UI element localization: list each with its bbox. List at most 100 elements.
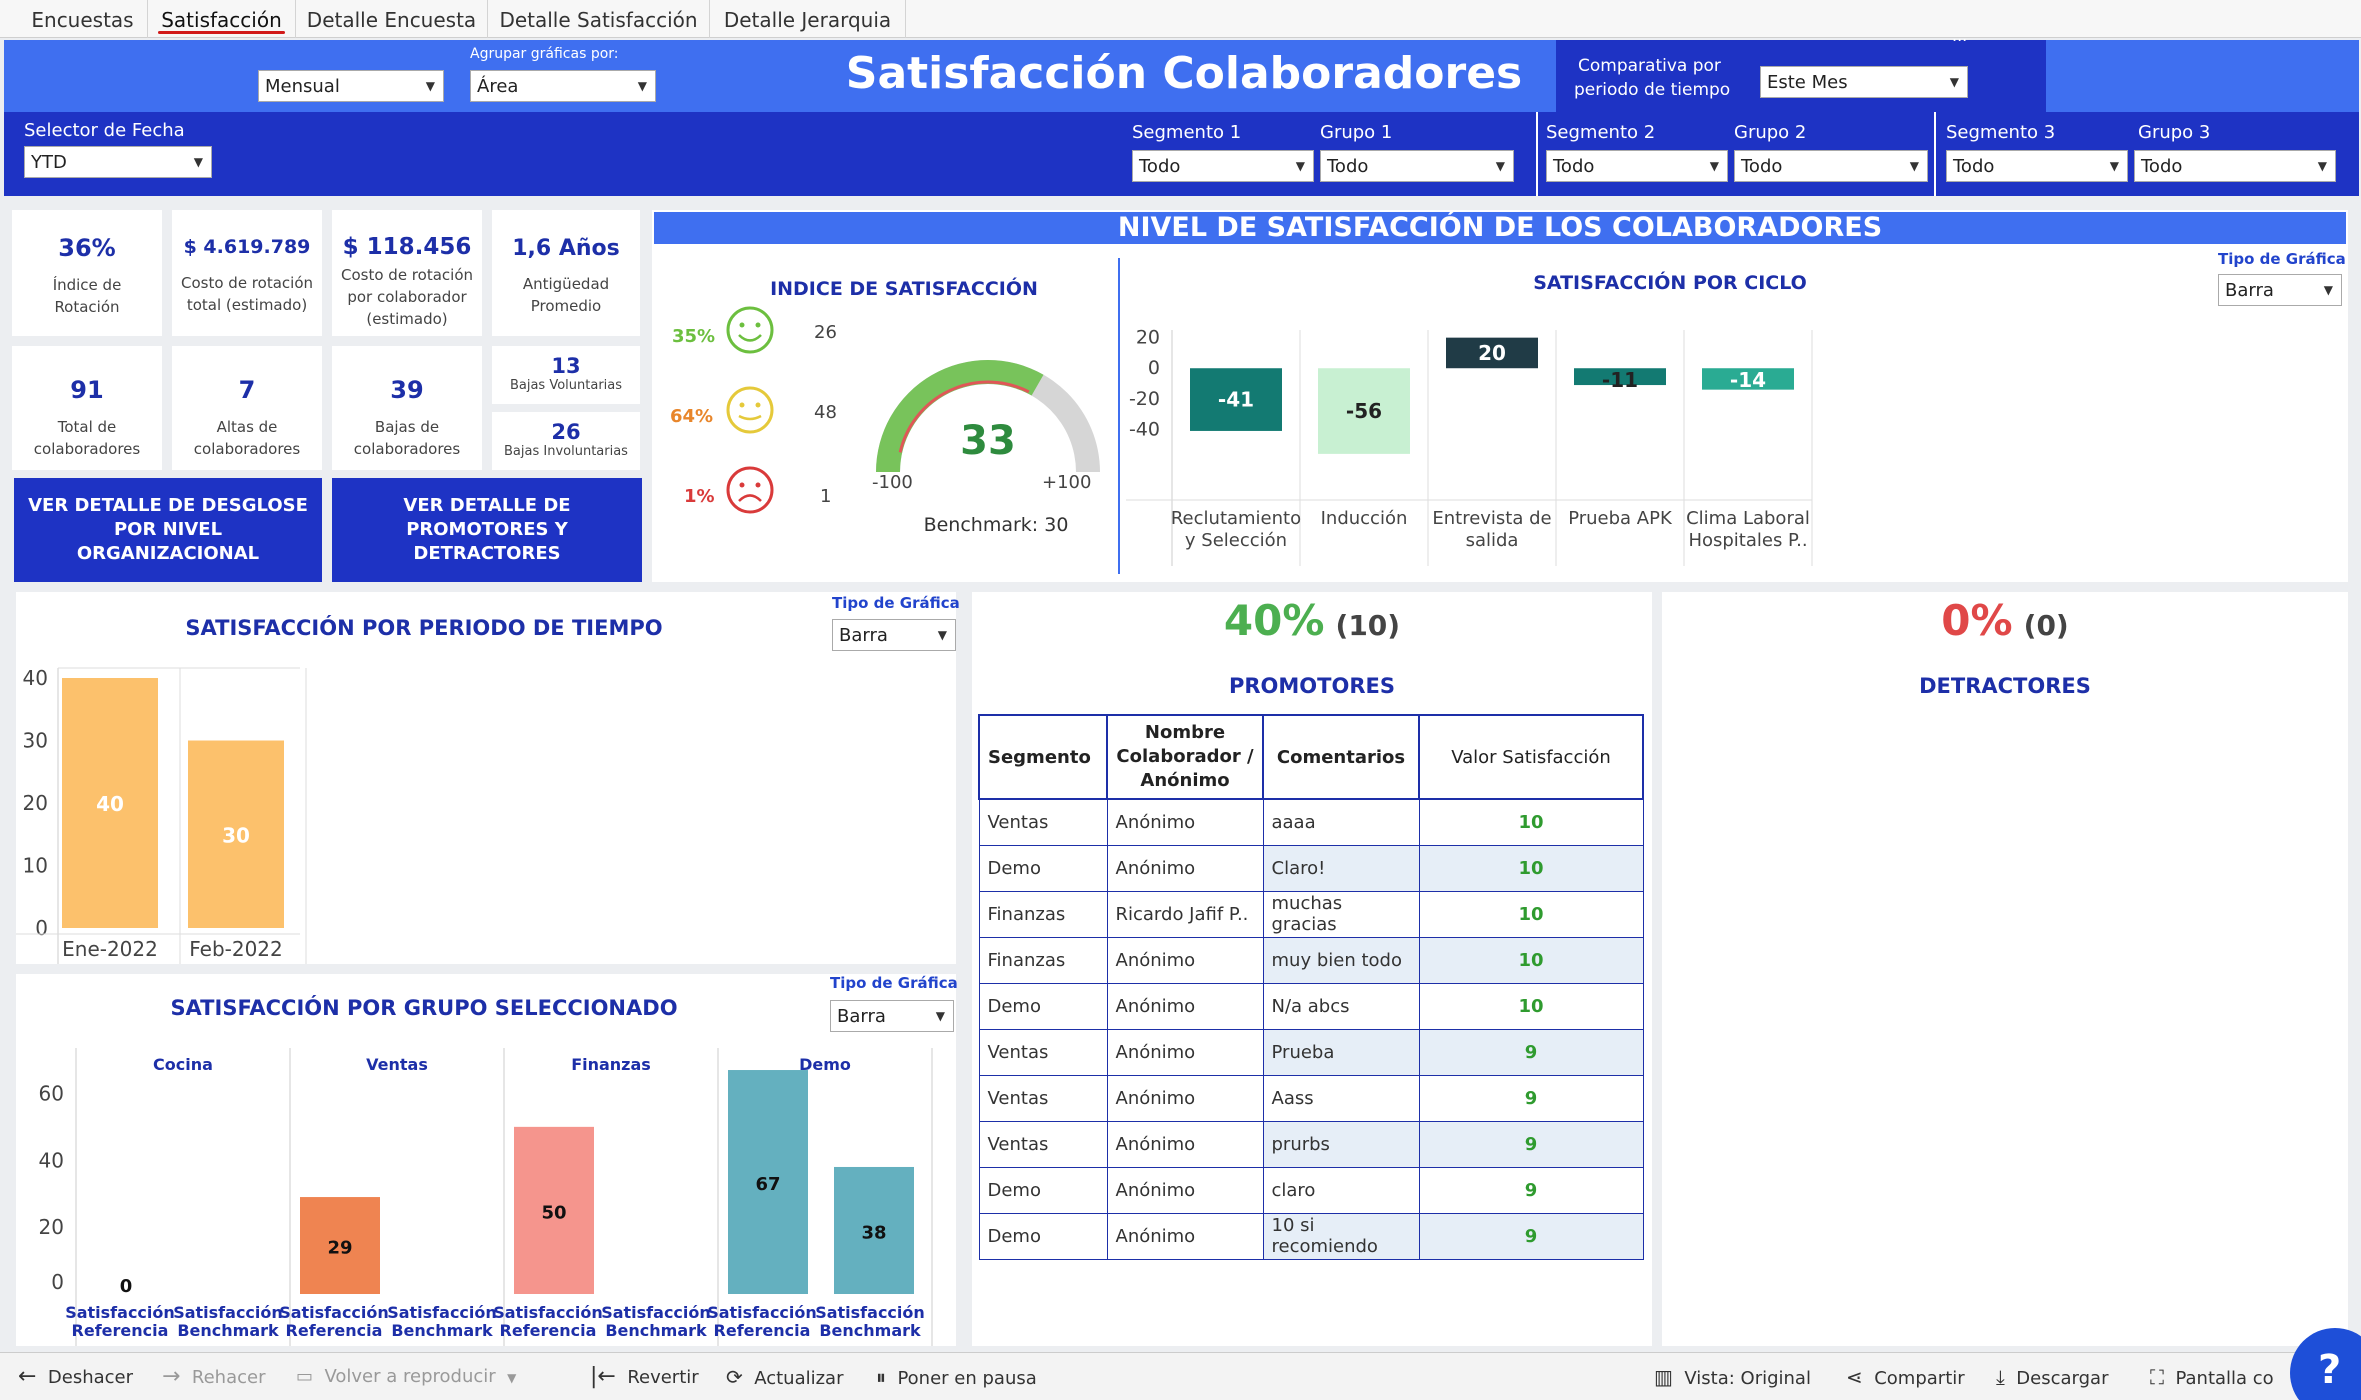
cell-valor: 9 (1418, 1074, 1644, 1122)
group3-select[interactable]: Todo ▼ (2134, 150, 2336, 182)
bar (1190, 368, 1282, 431)
gauge-fill (876, 360, 1044, 472)
pct-sad: 1% (684, 486, 715, 507)
y-tick-label: 40 (39, 1148, 64, 1172)
grupo-tipo-select[interactable]: Barra ▼ (830, 1000, 954, 1032)
segment3-label: Segmento 3 (1946, 122, 2056, 143)
grupo-tipo-label: Tipo de Gráfica (830, 974, 958, 992)
x-tick-label: Benchmark (819, 1321, 921, 1340)
segment3-select[interactable]: Todo ▼ (1946, 150, 2128, 182)
ver-desglose-button[interactable]: VER DETALLE DE DESGLOSE POR NIVEL ORGANIZA… (14, 478, 322, 582)
divider (1536, 112, 1538, 196)
chevron-down-icon: ▼ (935, 1009, 945, 1023)
periodicity-select[interactable]: Mensual ▼ (258, 70, 444, 102)
kpi-value: $ 4.619.789 (183, 236, 311, 258)
col-segmento: Segmento (978, 714, 1108, 800)
tab-bar: Encuestas Satisfacción Detalle Encuesta … (0, 0, 2361, 38)
cell-nombre: Ricardo Jafif P.. (1106, 890, 1264, 938)
button-label: DETRACTORES (413, 543, 561, 564)
kpi-label: Índice de (52, 276, 122, 294)
bar (188, 740, 284, 928)
tab-detalle-jerarquia[interactable]: Detalle Jerarquia (710, 0, 906, 38)
group2-select[interactable]: Todo ▼ (1734, 150, 1928, 182)
actualizar-button[interactable]: ⟳ Actualizar (726, 1353, 844, 1400)
cell-segmento: Demo (978, 844, 1108, 892)
segment1-select[interactable]: Todo ▼ (1132, 150, 1314, 182)
tab-detalle-satisfaccion[interactable]: Detalle Satisfacción (488, 0, 710, 38)
promotores-title: PROMOTORES (1229, 674, 1395, 698)
group-by-label: Agrupar gráficas por: (470, 46, 619, 62)
y-tick-label: 10 (23, 854, 48, 878)
grupo-tipo-value: Barra (837, 1006, 886, 1027)
chevron-down-icon: ▼ (507, 1371, 517, 1385)
bar (1702, 368, 1794, 390)
group-by-select[interactable]: Área ▼ (470, 70, 656, 102)
ciclo-tipo-select[interactable]: Barra ▼ (2218, 274, 2342, 306)
revertir-button[interactable]: |← Revertir (590, 1353, 699, 1400)
count-neutral: 48 (814, 402, 837, 423)
cell-valor: 10 (1418, 936, 1644, 984)
satisfaction-faces (726, 306, 774, 514)
x-tick-label: Entrevista de (1432, 508, 1551, 529)
compartir-label: Compartir (1874, 1368, 1965, 1389)
compare-select[interactable]: Este Mes ▼ (1760, 66, 1968, 98)
cell-valor: 9 (1418, 1028, 1644, 1076)
vista-button[interactable]: ▥ Vista: Original (1654, 1353, 1811, 1400)
tab-detalle-encuesta[interactable]: Detalle Encuesta (296, 0, 488, 38)
chevron-down-icon: ▼ (193, 155, 203, 169)
ver-promotores-button[interactable]: VER DETALLE DE PROMOTORES Y DETRACTORES (332, 478, 642, 582)
button-label: VER DETALLE DE (403, 495, 571, 516)
gauge-value: 33 (960, 418, 1016, 464)
pausa-label: Poner en pausa (897, 1368, 1037, 1389)
pause-icon: ⏸ (876, 1365, 886, 1389)
pausa-button[interactable]: ⏸ Poner en pausa (876, 1353, 1037, 1400)
bar (834, 1166, 914, 1294)
kpi-label: Total de (57, 418, 117, 436)
kpi-costo-total: $ 4.619.789 Costo de rotación total (est… (172, 210, 322, 336)
share-icon: ⋖ (1846, 1365, 1863, 1389)
cell-segmento: Ventas (978, 1120, 1108, 1168)
pantalla-button[interactable]: ⛶ Pantalla co (2150, 1353, 2274, 1400)
kpi-label: Altas de (216, 418, 278, 436)
cell-valor: 9 (1418, 1120, 1644, 1168)
kpi-total-colaboradores: 91 Total de colaboradores (12, 346, 162, 470)
vista-label: Vista: Original (1684, 1368, 1811, 1389)
date-select[interactable]: YTD ▼ (24, 146, 212, 178)
bar (62, 678, 158, 928)
descargar-button[interactable]: ⤓ Descargar (1996, 1353, 2108, 1400)
kpi-value: 7 (238, 376, 256, 404)
group1-select[interactable]: Todo ▼ (1320, 150, 1514, 182)
more-options[interactable]: ... (1952, 26, 1968, 45)
rehacer-button[interactable]: → Rehacer (162, 1353, 265, 1400)
deshacer-button[interactable]: ← Deshacer (18, 1353, 133, 1400)
bar-value-label: 30 (222, 823, 250, 847)
cell-comentario: Claro! (1262, 844, 1420, 892)
kpi-label: colaboradores (33, 440, 141, 458)
periodo-tipo-select[interactable]: Barra ▼ (832, 619, 956, 651)
revertir-label: Revertir (627, 1367, 699, 1388)
segment2-select[interactable]: Todo ▼ (1546, 150, 1728, 182)
x-tick-label: Satisfacción (173, 1303, 283, 1322)
kpi-label: colaboradores (353, 440, 461, 458)
page-title: Satisfacción Colaboradores (845, 48, 1523, 99)
tab-satisfaccion[interactable]: Satisfacción (148, 0, 296, 38)
cell-segmento: Finanzas (978, 936, 1108, 984)
compare-value: Este Mes (1767, 72, 1848, 93)
pantalla-label: Pantalla co (2175, 1368, 2274, 1389)
descargar-label: Descargar (2016, 1368, 2109, 1389)
kpi-altas: 7 Altas de colaboradores (172, 346, 322, 470)
neutral-face-icon (726, 386, 774, 434)
gauge-benchmark-arc (898, 380, 1030, 453)
cell-valor: 10 (1418, 982, 1644, 1030)
kpi-value: 26 (551, 420, 581, 444)
group-header-label: Cocina (153, 1055, 213, 1074)
fullscreen-icon: ⛶ (2150, 1365, 2164, 1389)
tab-encuestas[interactable]: Encuestas (18, 0, 148, 38)
reproducir-button[interactable]: ▭ Volver a reproducir ▼ (296, 1353, 516, 1400)
cell-nombre: Anónimo (1106, 1166, 1264, 1214)
promotores-header: 40% (10) (972, 596, 1652, 645)
compartir-button[interactable]: ⋖ Compartir (1846, 1353, 1965, 1400)
table-row: Demo Anónimo 10 si recomiendo 9 (978, 1212, 1644, 1260)
y-tick-label: 20 (23, 791, 48, 815)
kpi-value: 36% (58, 234, 116, 262)
